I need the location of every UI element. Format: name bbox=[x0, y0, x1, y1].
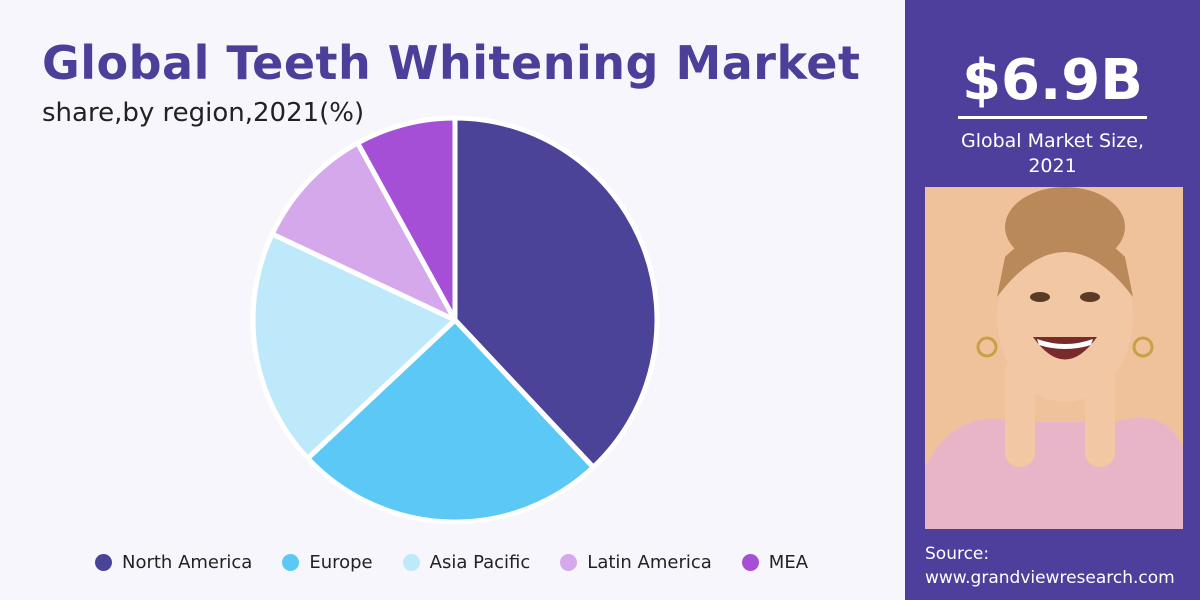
source-label: Source: bbox=[925, 544, 990, 564]
legend-swatch bbox=[560, 554, 578, 571]
pie-slice bbox=[250, 231, 458, 461]
legend-item: MEA bbox=[741, 552, 809, 573]
legend-label: MEA bbox=[768, 552, 809, 573]
pie-slice bbox=[269, 140, 458, 323]
market-size: $6.9B bbox=[958, 48, 1147, 119]
source-url: www.grandviewresearch.com bbox=[925, 568, 1175, 588]
pie-slice bbox=[452, 115, 660, 470]
legend-label: North America bbox=[122, 552, 253, 573]
photo bbox=[925, 187, 1183, 529]
legend-label: Europe bbox=[309, 552, 373, 573]
legend-item: Asia Pacific bbox=[402, 552, 531, 573]
legend-swatch bbox=[741, 554, 759, 571]
legend-swatch bbox=[95, 554, 112, 571]
legend-swatch bbox=[402, 554, 420, 571]
legend: North America Europe Asia Pacific Latin Ame… bbox=[95, 552, 808, 573]
pie-slice bbox=[355, 115, 458, 323]
market-size-caption: Global Market Size, 2021 bbox=[960, 130, 1145, 177]
legend-label: Asia Pacific bbox=[429, 552, 531, 573]
pie-chart bbox=[250, 115, 660, 525]
chart-subtitle: share,by region,2021(%) bbox=[42, 98, 365, 128]
legend-item: North America bbox=[95, 552, 252, 573]
pie-slice bbox=[305, 317, 596, 525]
legend-item: Latin America bbox=[560, 552, 712, 573]
side-panel: $6.9B Global Market Size, 2021 Source: w… bbox=[905, 0, 1200, 600]
legend-label: Latin America bbox=[587, 552, 712, 573]
legend-item: Europe bbox=[282, 552, 373, 573]
chart-title: Global Teeth Whitening Market bbox=[42, 36, 861, 90]
source: Source: www.grandviewresearch.com bbox=[925, 542, 1175, 590]
legend-swatch bbox=[282, 554, 300, 571]
